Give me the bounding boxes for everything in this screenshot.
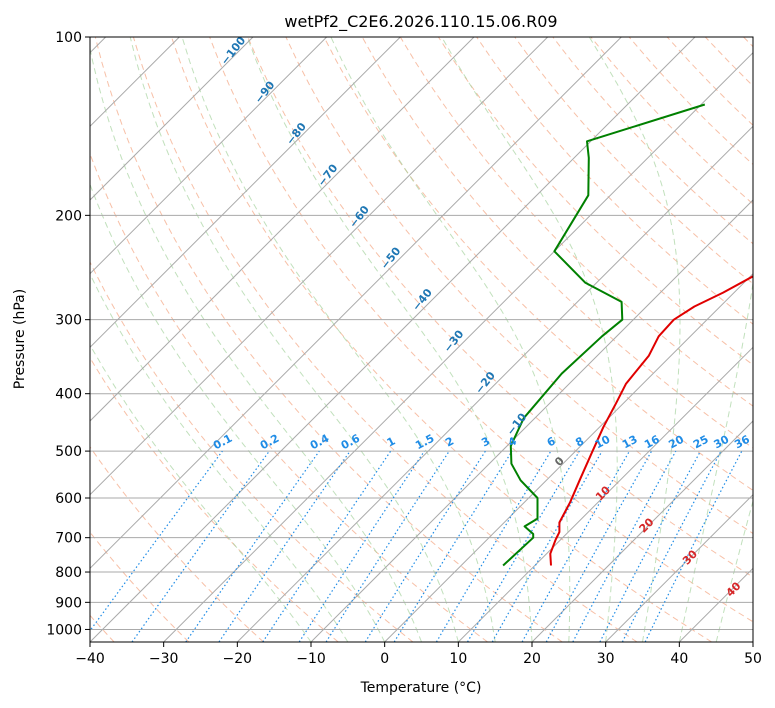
dry-adiabat (94, 37, 563, 642)
moist-adiabat (90, 272, 349, 642)
isotherm (236, 125, 753, 642)
y-axis: 100 200 300 400 500 600 700 800 900 1000 (46, 30, 90, 638)
moist-adiabat (330, 37, 571, 642)
sounding-profiles (502, 103, 753, 567)
mixing-ratio-line (521, 450, 631, 642)
isotherm (90, 37, 401, 349)
mixing-ratio-line (90, 450, 223, 632)
isotherm (310, 199, 753, 642)
temperature-profile (549, 275, 753, 566)
y-tick-label: 1000 (46, 622, 82, 638)
x-axis-label: Temperature (°C) (360, 680, 482, 696)
y-tick-label: 700 (55, 531, 82, 547)
mixing-ratio-line (572, 450, 677, 642)
dry-adiabat (132, 37, 638, 642)
moist-adiabat (678, 280, 753, 642)
dry-adiabat (90, 446, 264, 642)
dry-adiabat (285, 37, 753, 535)
isotherm (90, 37, 622, 570)
mixing-ratio-label: 13 (620, 433, 640, 452)
y-axis-label: Pressure (hPa) (12, 289, 28, 389)
x-tick-label: 50 (744, 651, 762, 667)
y-tick-label: 900 (55, 595, 82, 611)
isotherm (90, 37, 328, 275)
dry-adiabat (90, 356, 339, 642)
mixing-ratio-line (545, 450, 653, 642)
isotherm (384, 272, 753, 642)
y-tick-label: 200 (55, 208, 82, 224)
x-tick-label: −40 (75, 651, 105, 667)
isotherm (531, 420, 753, 642)
y-tick-label: 300 (55, 313, 82, 329)
dry-adiabat (514, 37, 753, 285)
mixing-ratio-label: 36 (732, 433, 752, 452)
mixing-ratio-line (298, 450, 425, 642)
mixing-ratio-label: 16 (642, 433, 662, 452)
y-tick-label: 500 (55, 444, 82, 460)
moist-adiabat (129, 37, 459, 642)
mixing-ratio-label: 30 (712, 433, 732, 452)
moist-adiabat (246, 37, 533, 642)
moist-adiabat (441, 37, 618, 642)
x-axis: −40 −30 −20 −10 0 10 20 30 40 50 (75, 642, 762, 667)
x-tick-label: 10 (449, 651, 467, 667)
x-tick-label: −20 (223, 651, 253, 667)
isotherm (163, 51, 753, 642)
isotherm (90, 37, 475, 422)
moist-adiabat (90, 182, 386, 642)
x-tick-label: 40 (670, 651, 688, 667)
isotherm (605, 493, 753, 642)
mixing-ratio-line (393, 450, 513, 642)
moist-adiabat (90, 46, 422, 642)
x-tick-label: −30 (149, 651, 179, 667)
mixing-ratio-label: 20 (666, 433, 686, 452)
moist-adiabat (715, 499, 753, 642)
isotherm (90, 37, 696, 642)
y-tick-label: 800 (55, 565, 82, 581)
moist-adiabat (588, 37, 681, 642)
isotherm (90, 37, 254, 201)
dry-adiabat (209, 37, 753, 623)
dewpoint-profile (502, 103, 706, 567)
dry-adiabat (323, 37, 753, 491)
x-tick-label: −10 (296, 651, 326, 667)
mixing-ratio-line (185, 450, 320, 642)
mixing-ratio-line (644, 450, 743, 642)
x-tick-label: 0 (380, 651, 389, 667)
dry-adiabat (247, 37, 753, 578)
mixing-ratio-label: 25 (691, 433, 711, 452)
moist-adiabat (181, 37, 496, 642)
plot-frame (89, 36, 754, 643)
chart-title: wetPf2_C2E6.2026.110.15.06.R09 (284, 12, 557, 32)
y-tick-label: 400 (55, 387, 82, 403)
mixing-ratio-line (325, 450, 450, 642)
dry-adiabat (476, 37, 753, 325)
background-lines (90, 37, 753, 642)
dry-adiabat (171, 37, 712, 642)
dry-adiabat (90, 260, 414, 642)
isotherm (457, 346, 753, 642)
mixing-ratio-label: 10 (593, 433, 613, 452)
y-tick-label: 600 (55, 491, 82, 507)
mixing-ratio-line (262, 450, 392, 642)
isotherm (90, 37, 549, 496)
y-tick-label: 100 (55, 30, 82, 46)
mixing-ratio-line (131, 450, 270, 642)
x-tick-label: 20 (523, 651, 541, 667)
x-tick-label: 30 (597, 651, 615, 667)
mixing-ratio-line (218, 450, 351, 642)
